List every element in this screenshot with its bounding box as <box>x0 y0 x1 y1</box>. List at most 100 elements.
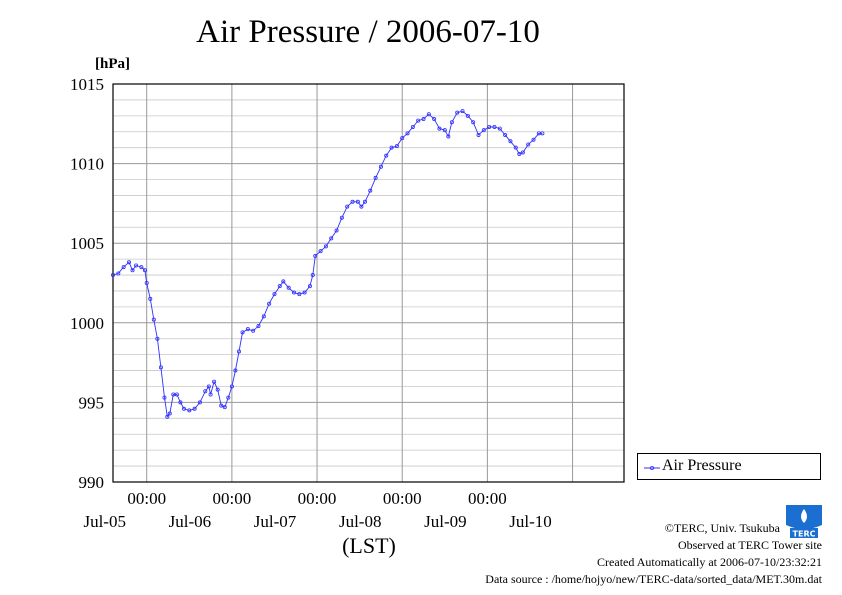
legend-swatch <box>644 466 660 470</box>
data-point <box>442 128 447 133</box>
data-point <box>373 175 378 180</box>
data-point <box>362 199 367 204</box>
data-point <box>148 296 153 301</box>
data-point <box>291 290 296 295</box>
data-point <box>197 400 202 405</box>
data-point <box>215 387 220 392</box>
data-point <box>384 153 389 158</box>
data-point <box>192 406 197 411</box>
data-point <box>165 414 170 419</box>
data-point <box>350 199 355 204</box>
x-tick-time-label: 00:00 <box>383 489 422 508</box>
y-tick-label: 1005 <box>70 234 104 253</box>
x-tick-date-label: Jul-08 <box>339 512 382 531</box>
data-point <box>476 132 481 137</box>
data-point <box>416 118 421 123</box>
data-point <box>212 379 217 384</box>
data-point <box>229 384 234 389</box>
data-point <box>460 109 465 114</box>
data-point <box>492 124 497 129</box>
data-point <box>178 400 183 405</box>
data-point <box>167 411 172 416</box>
data-point <box>111 273 116 278</box>
legend: Air Pressure <box>637 453 821 480</box>
data-point <box>134 263 139 268</box>
data-point <box>410 124 415 129</box>
data-point <box>531 137 536 142</box>
observed-text: Observed at TERC Tower site <box>677 538 822 552</box>
data-point <box>281 279 286 284</box>
data-point <box>389 145 394 150</box>
y-tick-label: 1010 <box>70 155 104 174</box>
data-point <box>394 144 399 149</box>
data-point <box>334 228 339 233</box>
data-point <box>323 244 328 249</box>
created-text: Created Automatically at 2006-07-10/23:3… <box>597 555 822 569</box>
data-point <box>142 268 147 273</box>
data-point <box>503 132 508 137</box>
data-point <box>520 150 525 155</box>
data-point <box>162 395 167 400</box>
data-point <box>400 136 405 141</box>
data-point <box>174 392 179 397</box>
x-tick-date-label: Jul-07 <box>254 512 297 531</box>
data-point <box>465 113 470 118</box>
air-pressure-series <box>111 109 545 419</box>
data-point <box>526 142 531 147</box>
data-point <box>206 384 211 389</box>
data-point <box>139 265 144 270</box>
x-tick-date-label: Jul-05 <box>83 512 126 531</box>
x-tick-time-label: 00:00 <box>127 489 166 508</box>
data-point <box>277 284 282 289</box>
data-point <box>517 152 522 157</box>
data-point <box>345 204 350 209</box>
data-point <box>219 403 224 408</box>
data-point <box>226 395 231 400</box>
x-tick-time-label: 00:00 <box>213 489 252 508</box>
data-point <box>426 112 431 117</box>
data-point <box>261 314 266 319</box>
data-point <box>158 365 163 370</box>
data-point <box>267 301 272 306</box>
y-tick-label: 995 <box>79 393 105 412</box>
data-point <box>318 249 323 254</box>
y-tick-label: 990 <box>79 473 105 492</box>
terc-logo: TERC <box>786 505 822 539</box>
data-point <box>240 330 245 335</box>
data-point <box>359 204 364 209</box>
y-tick-label: 1015 <box>70 75 104 94</box>
y-axis-unit-label: [hPa] <box>95 56 130 72</box>
chart-title: Air Pressure / 2006-07-10 <box>196 14 540 50</box>
data-point <box>151 317 156 322</box>
data-point <box>222 405 227 410</box>
x-axis-label: (LST) <box>342 533 396 558</box>
x-tick-date-label: Jul-09 <box>424 512 467 531</box>
data-point <box>203 389 208 394</box>
data-point <box>144 280 149 285</box>
svg-text:TERC: TERC <box>793 530 816 539</box>
data-point <box>497 126 502 131</box>
data-point <box>286 285 291 290</box>
data-point <box>302 290 307 295</box>
data-point <box>313 253 318 258</box>
x-tick-date-label: Jul-06 <box>169 512 212 531</box>
data-point <box>421 117 426 122</box>
y-tick-label: 1000 <box>70 314 104 333</box>
data-point <box>481 128 486 133</box>
data-point <box>256 323 261 328</box>
grid-lines <box>113 84 624 482</box>
data-point <box>126 260 131 265</box>
data-point <box>339 215 344 220</box>
data-point <box>455 110 460 115</box>
data-point <box>251 328 256 333</box>
axis-ticks: 990995100010051010101500:00Jul-0500:00Ju… <box>70 75 552 531</box>
data-point <box>329 236 334 241</box>
data-point <box>487 124 492 129</box>
data-point <box>233 368 238 373</box>
data-point <box>116 271 121 276</box>
data-point <box>187 408 192 413</box>
data-point <box>208 392 213 397</box>
data-point <box>513 145 518 150</box>
legend-label: Air Pressure <box>662 457 742 474</box>
data-point <box>437 126 442 131</box>
